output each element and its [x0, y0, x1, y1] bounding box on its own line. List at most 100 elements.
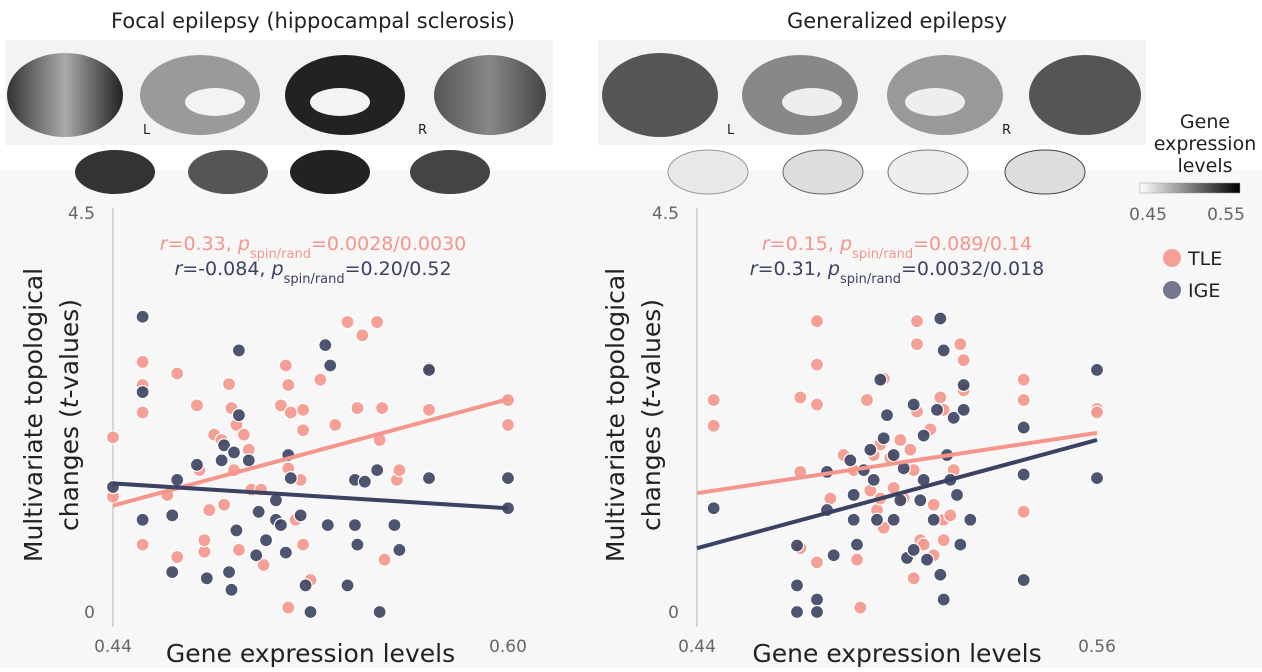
- scatter-point: [1016, 572, 1031, 588]
- scatter-point: [323, 358, 338, 373]
- scatter-point: [202, 502, 217, 518]
- scatter-point: [846, 512, 861, 527]
- scatter-point: [879, 408, 895, 423]
- scatter-point: [859, 392, 875, 408]
- stats-part: =0.0028/0.0030: [311, 233, 466, 255]
- stats-part: p: [839, 233, 852, 255]
- hemisphere-label: R: [1002, 123, 1011, 138]
- scatter-point: [273, 518, 288, 533]
- hemisphere-label: L: [727, 123, 735, 138]
- scatter-point: [963, 512, 978, 527]
- scatter-point: [231, 343, 247, 358]
- scatter-point: [249, 548, 264, 563]
- y-axis-label-part: -values): [55, 299, 84, 398]
- scatter-point: [295, 537, 311, 552]
- colorbar-title: levels: [1177, 155, 1232, 177]
- scatter-point: [278, 545, 293, 560]
- scatter-point: [1016, 467, 1031, 482]
- y-axis-label-line: Multivariate topological: [19, 268, 48, 562]
- scatter-point: [283, 405, 298, 420]
- scatter-point: [1089, 362, 1105, 378]
- chart-title: Generalized epilepsy: [787, 9, 1007, 33]
- scatter-point: [933, 311, 948, 326]
- scatter-point: [392, 463, 407, 478]
- scatter-point: [216, 438, 232, 453]
- scatter-point: [135, 309, 150, 324]
- scatter-point: [943, 508, 958, 523]
- scatter-point: [809, 314, 825, 329]
- scatter-point: [377, 552, 392, 567]
- scatter-point: [355, 328, 370, 343]
- scatter-point: [1016, 504, 1031, 519]
- scatter-point: [273, 398, 288, 413]
- scatter-point: [789, 578, 805, 593]
- colorbar-title: Gene: [1180, 111, 1230, 133]
- x-tick-label: 0.56: [1078, 637, 1116, 657]
- stats-part: =0.33,: [168, 233, 238, 255]
- scatter-point: [224, 582, 239, 597]
- scatter-point: [165, 508, 180, 523]
- scatter-point: [893, 432, 908, 448]
- y-axis-label-part: t: [55, 397, 84, 408]
- scatter-point: [340, 578, 355, 593]
- x-axis-label: Gene expression levels: [166, 639, 455, 668]
- scatter-point: [853, 600, 868, 615]
- scatter-point: [500, 471, 516, 486]
- colorbar-tick-label: 0.55: [1207, 205, 1245, 225]
- colorbar: [1139, 182, 1241, 194]
- fit-line: [112, 481, 509, 511]
- scatter-point: [370, 314, 385, 330]
- scatter-point: [926, 497, 941, 512]
- scatter-point: [372, 604, 387, 620]
- stats-part: r: [762, 233, 771, 255]
- scatter-point: [197, 533, 212, 548]
- scatter-point: [906, 542, 921, 558]
- scatter-point: [298, 578, 313, 593]
- scatter-point: [866, 472, 881, 487]
- scatter-point: [105, 430, 121, 445]
- stats-annotation: r=-0.084, pspin/rand=0.20/0.52: [174, 258, 451, 287]
- fit-line: [696, 438, 1098, 551]
- scatter-point: [793, 390, 808, 405]
- scatter-point: [135, 354, 150, 370]
- stats-part: spin/rand: [840, 272, 901, 287]
- scatter-point: [886, 447, 901, 463]
- y-tick-label: 0: [84, 603, 95, 623]
- stats-part: p: [237, 233, 250, 255]
- scatter-point: [500, 417, 516, 433]
- scatter-point: [241, 453, 256, 468]
- scatter-point: [926, 512, 941, 527]
- scatter-point: [809, 397, 825, 412]
- scatter-point: [421, 471, 437, 486]
- stats-part: =0.089/0.14: [913, 233, 1032, 255]
- scatter-point: [293, 508, 308, 523]
- hemisphere-label: L: [143, 123, 151, 138]
- scatter-point: [281, 600, 296, 615]
- scatter-point: [313, 372, 328, 387]
- scatter-point: [929, 402, 945, 417]
- scatter-point: [320, 518, 335, 533]
- scatter-point: [295, 423, 311, 438]
- scatter-point: [1016, 420, 1031, 435]
- y-axis-label-part: changes (: [637, 408, 666, 531]
- scatter-point: [229, 523, 244, 538]
- scatter-point: [350, 537, 365, 552]
- scatter-point: [1016, 392, 1031, 408]
- scatter-point: [809, 357, 825, 372]
- scatter-point: [236, 427, 251, 442]
- scatter-point: [936, 343, 951, 358]
- scatter-point: [347, 518, 363, 533]
- y-axis-label-part: t: [637, 397, 666, 408]
- scatter-point: [1089, 471, 1105, 486]
- scatter-point: [789, 604, 805, 620]
- scatter-point: [849, 537, 865, 552]
- x-tick-label: 0.44: [678, 637, 716, 657]
- scatter-point: [135, 385, 150, 400]
- scatter-point: [1089, 405, 1105, 420]
- scatter-point: [873, 372, 888, 387]
- scatter-point: [303, 604, 318, 620]
- scatter-point: [706, 501, 721, 516]
- scatter-point: [953, 337, 968, 352]
- scatter-point: [916, 428, 931, 443]
- legend-label: TLE: [1187, 248, 1222, 270]
